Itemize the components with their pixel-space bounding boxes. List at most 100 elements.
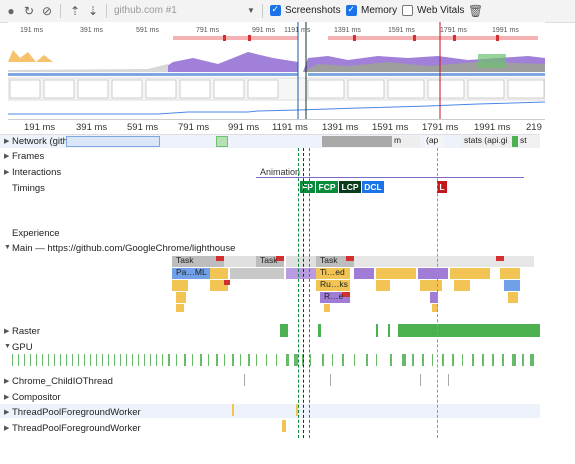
frame-mark bbox=[453, 35, 456, 41]
network-request[interactable]: (ap bbox=[424, 136, 444, 147]
collapse-arrow-icon[interactable]: ▼ bbox=[4, 244, 11, 251]
network-request[interactable] bbox=[66, 136, 160, 147]
ruler-tick: 1991 ms bbox=[474, 122, 511, 133]
cpu-area bbox=[158, 52, 298, 72]
screenshot-thumb bbox=[145, 79, 177, 99]
network-request[interactable]: st bbox=[512, 136, 540, 147]
web-vitals-checkbox[interactable] bbox=[402, 5, 413, 16]
screenshot-thumb bbox=[43, 79, 75, 99]
recording-select[interactable]: github.com #1 bbox=[114, 5, 177, 16]
gpu-activity[interactable] bbox=[10, 354, 540, 366]
ruler-tick: 791 ms bbox=[178, 122, 210, 133]
screenshot-thumb bbox=[387, 79, 425, 99]
overview-tick: 1391 ms bbox=[334, 27, 361, 34]
overview-graph bbox=[8, 22, 545, 119]
frame-mark bbox=[223, 35, 226, 41]
expand-arrow-icon[interactable]: ▶ bbox=[4, 138, 10, 145]
reload-icon[interactable]: ↻ bbox=[23, 4, 35, 18]
animation-label[interactable]: Animation bbox=[260, 167, 301, 177]
frames-track-label: Frames bbox=[12, 151, 45, 162]
network-overview bbox=[8, 73, 298, 76]
raster-task[interactable] bbox=[388, 324, 390, 337]
overview-tick: 591 ms bbox=[136, 27, 159, 34]
cpu-area bbox=[8, 64, 168, 72]
timeline-overview[interactable]: 191 ms 391 ms 591 ms 791 ms 991 ms 1191 … bbox=[8, 22, 545, 120]
expand-arrow-icon[interactable]: ▶ bbox=[4, 169, 10, 176]
parse-html-block[interactable]: Pa…ML bbox=[176, 268, 207, 277]
expand-arrow-icon[interactable]: ▶ bbox=[4, 328, 10, 335]
record-icon[interactable]: ● bbox=[7, 4, 15, 18]
clear-icon[interactable]: ⊘ bbox=[41, 4, 53, 18]
flame-chart[interactable] bbox=[0, 254, 540, 316]
interactions-track-label: Interactions bbox=[12, 167, 62, 178]
screenshots-checkbox[interactable] bbox=[270, 4, 281, 16]
task-block[interactable]: Task bbox=[320, 256, 338, 265]
download-icon[interactable]: ⇣ bbox=[87, 4, 99, 18]
screenshot-thumb bbox=[213, 79, 245, 99]
cpu-area bbox=[8, 50, 63, 62]
experience-track-label: Experience bbox=[12, 228, 60, 239]
fp-line bbox=[298, 148, 299, 438]
network-request[interactable] bbox=[322, 136, 392, 147]
collapse-arrow-icon[interactable]: ▼ bbox=[4, 343, 11, 350]
trash-icon[interactable]: 🗑 bbox=[468, 4, 484, 18]
task-block[interactable]: Task bbox=[176, 256, 194, 265]
screenshot-thumb bbox=[307, 79, 345, 99]
screenshots-label: Screenshots bbox=[285, 5, 341, 16]
network-overview bbox=[308, 73, 545, 76]
task-block[interactable]: Task bbox=[260, 256, 278, 265]
overview-tick: 1591 ms bbox=[388, 27, 415, 34]
upload-icon[interactable]: ⇡ bbox=[69, 4, 81, 18]
screenshot-thumb bbox=[77, 79, 109, 99]
time-ruler[interactable]: 191 ms 391 ms 591 ms 791 ms 991 ms 1191 … bbox=[0, 120, 542, 135]
expand-arrow-icon[interactable]: ▶ bbox=[4, 409, 10, 416]
screenshot-thumb bbox=[9, 79, 41, 99]
load-marker[interactable]: L bbox=[437, 181, 447, 193]
threadpool-track-label: ThreadPoolForegroundWorker bbox=[12, 423, 141, 434]
toolbar: ● ↻ ⊘ ⇡ ⇣ github.com #1 ▼ Screenshots Me… bbox=[0, 0, 575, 23]
ruler-tick: 991 ms bbox=[228, 122, 260, 133]
ruler-tick: 219 bbox=[526, 122, 542, 133]
frame-strip bbox=[328, 36, 538, 40]
frame-mark bbox=[413, 35, 416, 41]
raster-track-label: Raster bbox=[12, 326, 40, 337]
screenshot-thumb bbox=[347, 79, 385, 99]
fcp-marker[interactable]: FCP bbox=[316, 181, 338, 193]
web-vitals-label: Web Vitals bbox=[417, 5, 465, 16]
expand-arrow-icon[interactable]: ▶ bbox=[4, 153, 10, 160]
raster-task[interactable] bbox=[280, 324, 288, 337]
screenshot-thumb bbox=[427, 79, 465, 99]
lcp-line bbox=[303, 148, 304, 438]
overview-tick: 1191 ms bbox=[284, 27, 311, 34]
ruler-tick: 1391 ms bbox=[322, 122, 359, 133]
expand-arrow-icon[interactable]: ▶ bbox=[4, 394, 10, 401]
network-request[interactable] bbox=[216, 136, 228, 147]
dcl-marker[interactable]: DCL bbox=[362, 181, 384, 193]
expand-arrow-icon[interactable]: ▶ bbox=[4, 378, 10, 385]
screenshot-thumb bbox=[247, 79, 279, 99]
dropdown-arrow-icon[interactable]: ▼ bbox=[247, 6, 255, 15]
gpu-track-label: GPU bbox=[12, 342, 33, 353]
overview-tick: 1791 ms bbox=[440, 27, 467, 34]
overview-tick: 991 ms bbox=[252, 27, 275, 34]
ruler-tick: 1591 ms bbox=[372, 122, 409, 133]
lcp-marker[interactable]: LCP bbox=[339, 181, 361, 193]
threadpool-track-label: ThreadPoolForegroundWorker bbox=[12, 407, 141, 418]
ruler-tick: 1191 ms bbox=[272, 122, 308, 133]
timer-fired-block[interactable]: Ti…ed bbox=[320, 268, 345, 277]
raster-task[interactable] bbox=[376, 324, 378, 337]
run-tasks-block[interactable]: Ru…ks bbox=[320, 280, 348, 289]
dcl-line bbox=[309, 148, 310, 438]
memory-checkbox[interactable] bbox=[346, 4, 357, 16]
animation-bar bbox=[256, 177, 524, 178]
screenshot-thumb bbox=[507, 79, 545, 99]
raster-task[interactable] bbox=[318, 324, 321, 337]
network-request[interactable]: stats (api.gi bbox=[462, 136, 512, 147]
overview-tick: 391 ms bbox=[80, 27, 103, 34]
frame-mark bbox=[248, 35, 251, 41]
network-request[interactable]: m bbox=[392, 136, 420, 147]
compositor-track-label: Compositor bbox=[12, 392, 61, 403]
function-block[interactable]: R…e bbox=[324, 292, 344, 301]
expand-arrow-icon[interactable]: ▶ bbox=[4, 425, 10, 432]
raster-task[interactable] bbox=[398, 324, 540, 337]
